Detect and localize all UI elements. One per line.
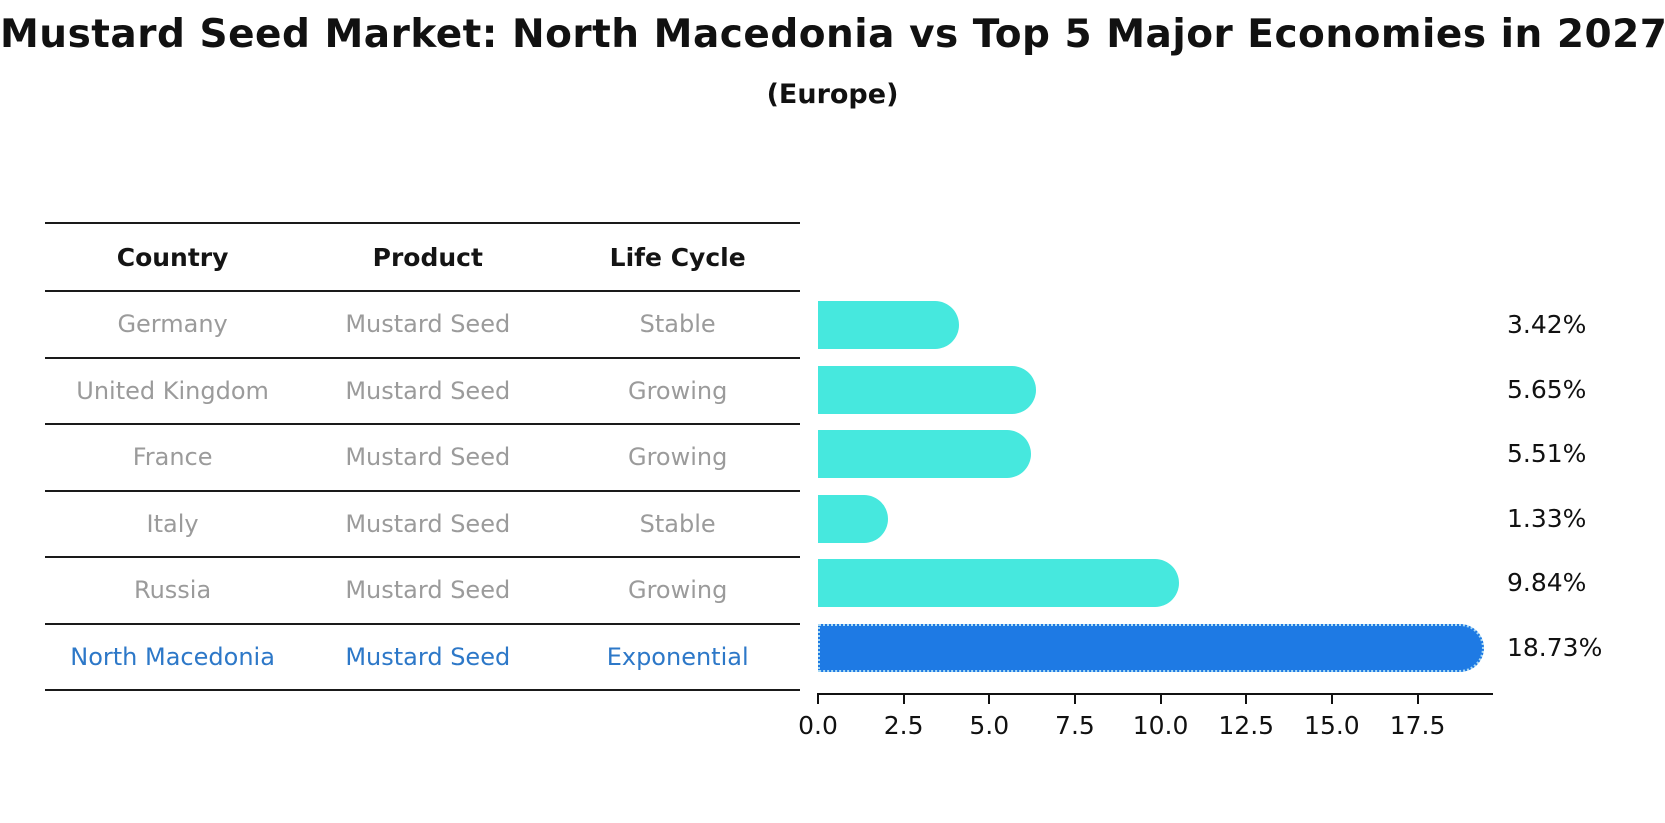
cell-country: North Macedonia	[70, 642, 275, 671]
value-label: 5.51%	[1507, 439, 1587, 469]
cell-life-cycle: Growing	[627, 443, 728, 472]
cell-country: Russia	[133, 576, 212, 605]
x-axis-tick-label: 10.0	[1132, 711, 1189, 740]
x-axis-line	[817, 693, 1493, 695]
x-axis-tick	[1416, 695, 1419, 704]
table-row: France Mustard Seed Growing	[45, 425, 800, 492]
cell-life-cycle: Growing	[627, 576, 728, 605]
table-row: North Macedonia Mustard Seed Exponential	[45, 625, 800, 691]
header-cell-product: Product	[372, 242, 483, 272]
bar	[818, 430, 1031, 479]
cell-life-cycle: Exponential	[606, 642, 749, 671]
cell-product: Mustard Seed	[345, 443, 511, 472]
data-table: Country Product Life Cycle Germany Mustar…	[45, 222, 800, 691]
bar	[818, 365, 1036, 414]
value-label: 1.33%	[1507, 503, 1587, 533]
header-cell-life-cycle: Life Cycle	[609, 242, 746, 272]
cell-life-cycle: Stable	[639, 509, 716, 538]
value-label: 5.65%	[1507, 374, 1587, 404]
cell-product: Mustard Seed	[345, 642, 511, 671]
cell-country: Germany	[117, 310, 228, 339]
cell-product: Mustard Seed	[345, 376, 511, 405]
x-axis-tick-label: 17.5	[1389, 711, 1446, 740]
cell-country: United Kingdom	[76, 376, 269, 405]
cell-life-cycle: Growing	[627, 376, 728, 405]
chart-title: Mustard Seed Market: North Macedonia vs …	[0, 12, 1665, 57]
chart-subtitle: (Europe)	[766, 79, 899, 110]
value-label: 3.42%	[1507, 310, 1587, 339]
table-row: Russia Mustard Seed Growing	[45, 558, 800, 625]
x-axis-tick	[1330, 695, 1333, 704]
table-row: Italy Mustard Seed Stable	[45, 492, 800, 558]
x-axis-tick-label: 0.0	[798, 711, 838, 740]
x-axis-tick	[817, 695, 819, 704]
value-label: 9.84%	[1507, 568, 1587, 598]
x-axis-tick-label: 12.5	[1218, 711, 1275, 740]
x-axis-tick	[1073, 695, 1076, 704]
bar	[818, 559, 1180, 608]
value-label: 18.73%	[1507, 633, 1603, 662]
header-cell-country: Country	[116, 242, 229, 272]
x-axis-tick	[1159, 695, 1162, 704]
table-header-row: Country Product Life Cycle	[45, 224, 800, 292]
x-axis-tick-label: 2.5	[883, 711, 924, 740]
highlight-bar	[818, 624, 1484, 672]
cell-country: Italy	[146, 509, 199, 538]
cell-product: Mustard Seed	[345, 310, 511, 339]
bar	[818, 494, 888, 543]
x-axis-tick	[1245, 695, 1248, 704]
x-axis-tick-label: 15.0	[1304, 711, 1360, 740]
x-axis-tick	[902, 695, 905, 704]
table-row: United Kingdom Mustard Seed Growing	[45, 359, 800, 425]
cell-country: France	[132, 443, 213, 472]
x-axis-tick	[988, 695, 991, 704]
x-axis-tick-label: 7.5	[1055, 711, 1095, 740]
cell-life-cycle: Stable	[639, 310, 716, 339]
table-row: Germany Mustard Seed Stable	[45, 292, 800, 359]
x-axis-tick-label: 5.0	[969, 711, 1010, 740]
cell-product: Mustard Seed	[345, 576, 511, 605]
cell-product: Mustard Seed	[345, 509, 511, 538]
bar	[818, 301, 960, 349]
